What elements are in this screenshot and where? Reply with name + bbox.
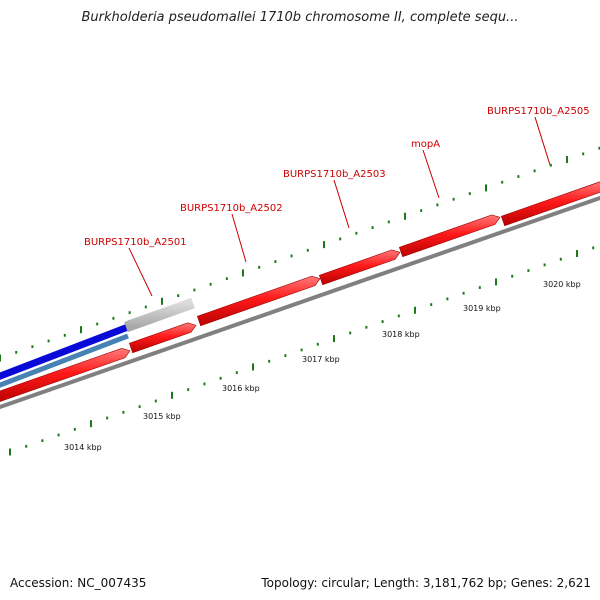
gene-leader-line: [333, 179, 350, 229]
gene-arrow[interactable]: [196, 275, 321, 327]
accession-label: Accession: NC_007435: [10, 576, 147, 590]
gene-label[interactable]: BURPS1710b_A2502: [180, 203, 283, 214]
scale-label: 3014 kbp: [64, 443, 102, 452]
map-title: Burkholderia pseudomallei 1710b chromoso…: [81, 10, 519, 25]
gene-label[interactable]: BURPS1710b_A2501: [84, 237, 187, 248]
scale-label: 3020 kbp: [543, 280, 581, 289]
gene-label[interactable]: BURPS1710b_A2503: [283, 169, 386, 180]
gene-leader-line: [128, 247, 153, 297]
gene-arrow[interactable]: [318, 249, 401, 286]
scale-label: 3016 kbp: [222, 384, 260, 393]
scale-label: 3019 kbp: [463, 304, 501, 313]
grey-feature: [124, 297, 195, 333]
scale-label: 3017 kbp: [302, 355, 340, 364]
gene-leader-line: [231, 213, 247, 263]
steel-feature-track: [0, 333, 129, 388]
scale-label: 3018 kbp: [382, 330, 420, 339]
blue-feature-track: [0, 323, 130, 380]
backbone-line: [0, 195, 600, 409]
gene-arrow[interactable]: [398, 214, 501, 258]
genome-stats: Topology: circular; Length: 3,181,762 bp…: [261, 576, 591, 590]
gene-arrow[interactable]: [128, 322, 197, 354]
gene-arrow[interactable]: [0, 348, 131, 402]
gene-label[interactable]: BURPS1710b_A2505: [487, 106, 590, 117]
gene-leader-line: [534, 116, 551, 166]
scale-label: 3015 kbp: [143, 412, 181, 421]
gene-label[interactable]: mopA: [411, 139, 440, 150]
gene-arrow[interactable]: [500, 181, 600, 227]
gene-leader-line: [422, 149, 440, 199]
